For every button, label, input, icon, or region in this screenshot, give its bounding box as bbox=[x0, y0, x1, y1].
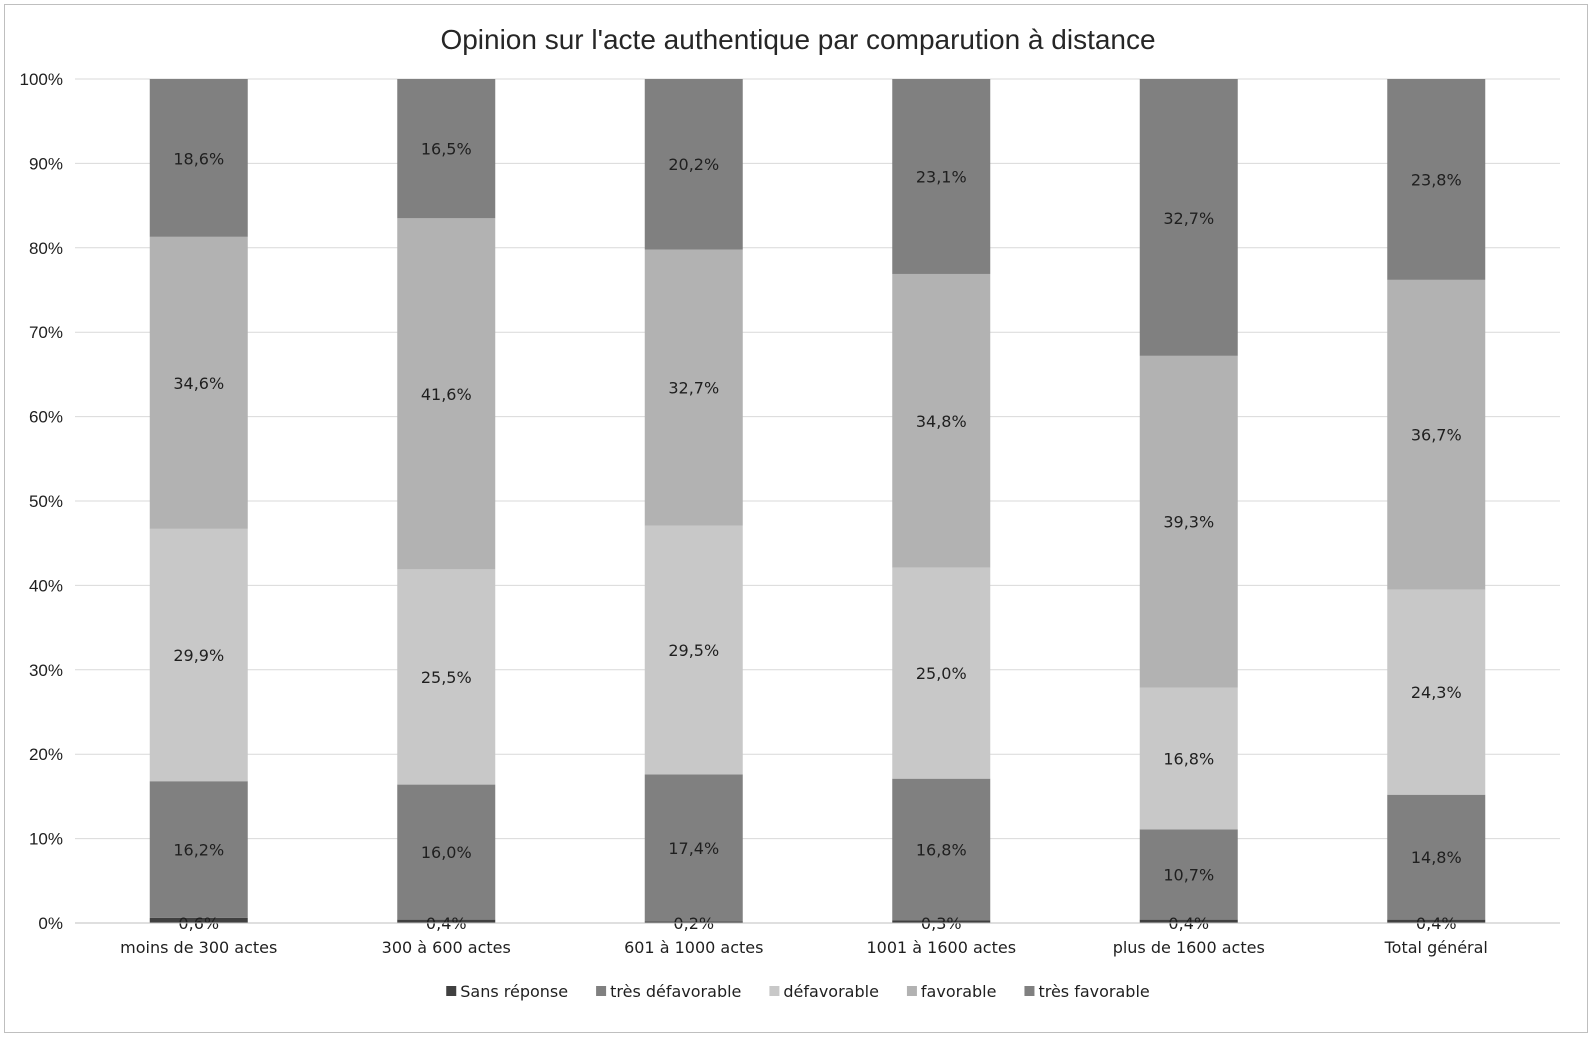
data-label: 16,8% bbox=[916, 841, 967, 860]
bar-segment bbox=[1139, 919, 1238, 923]
data-label: 32,7% bbox=[668, 378, 719, 397]
y-tick-label: 50% bbox=[29, 492, 63, 511]
bar-segment bbox=[397, 919, 496, 923]
legend-label: Sans réponse bbox=[460, 982, 568, 1001]
bar-segment bbox=[892, 567, 991, 779]
bar-segment bbox=[1139, 79, 1238, 356]
data-label: 17,4% bbox=[668, 839, 719, 858]
bar-segment bbox=[892, 273, 991, 568]
data-label: 16,8% bbox=[1163, 749, 1214, 768]
legend-swatch bbox=[596, 986, 607, 996]
data-label: 25,0% bbox=[916, 664, 967, 683]
data-label: 36,7% bbox=[1411, 426, 1462, 445]
y-tick-label: 10% bbox=[29, 830, 63, 849]
legend-swatch bbox=[1024, 986, 1035, 996]
bar-segment bbox=[644, 525, 743, 775]
data-label: 10,7% bbox=[1163, 865, 1214, 884]
bar-segment bbox=[644, 774, 743, 922]
category-label: Total général bbox=[1384, 938, 1488, 957]
data-label: 39,3% bbox=[1163, 513, 1214, 532]
data-label: 25,5% bbox=[421, 668, 472, 687]
bar-segment bbox=[1387, 279, 1486, 590]
data-label: 16,0% bbox=[421, 843, 472, 862]
legend-label: défavorable bbox=[783, 982, 879, 1001]
y-tick-label: 60% bbox=[29, 408, 63, 427]
bar-segment bbox=[149, 528, 248, 782]
legend-swatch bbox=[906, 986, 917, 996]
bar-segment bbox=[644, 249, 743, 526]
y-axis-tick-labels: 0% 10% 20% 30% 40% 50% 60% 70% 80% 90% 100% bbox=[20, 70, 63, 933]
bar-segment bbox=[1387, 794, 1486, 920]
y-tick-label: 90% bbox=[29, 154, 63, 173]
y-tick-label: 70% bbox=[29, 323, 63, 342]
legend: Sans réponse très défavorable défavorable f… bbox=[446, 982, 1150, 1001]
bar-segment bbox=[397, 79, 496, 219]
data-label: 16,2% bbox=[173, 841, 224, 860]
bar-segment bbox=[644, 921, 743, 923]
bar-segment bbox=[1139, 829, 1238, 920]
bar-segment bbox=[892, 79, 991, 274]
data-label: 41,6% bbox=[421, 385, 472, 404]
bar-segment bbox=[397, 569, 496, 785]
y-tick-label: 20% bbox=[29, 745, 63, 764]
legend-swatch bbox=[769, 986, 780, 996]
data-label: 34,8% bbox=[916, 412, 967, 431]
bar-segment bbox=[149, 781, 248, 918]
data-label: 29,5% bbox=[668, 641, 719, 660]
data-label: 16,5% bbox=[421, 140, 472, 159]
y-tick-label: 100% bbox=[20, 70, 63, 89]
bar-segment bbox=[149, 917, 248, 923]
data-label: 34,6% bbox=[173, 374, 224, 393]
data-labels: 0,6%16,2%29,9%34,6%18,6%0,4%16,0%25,5%41… bbox=[173, 140, 1461, 933]
chart-title: Opinion sur l'acte authentique par compa… bbox=[440, 24, 1155, 55]
legend-label: favorable bbox=[921, 982, 997, 1001]
bar-segment bbox=[1387, 79, 1486, 280]
category-label: plus de 1600 actes bbox=[1113, 938, 1265, 957]
bar-segment bbox=[1139, 687, 1238, 830]
bars bbox=[149, 79, 1486, 923]
x-axis-category-labels: moins de 300 actes 300 à 600 actes 601 à 1… bbox=[120, 938, 1488, 957]
legend-swatch bbox=[446, 986, 457, 996]
data-label: 24,3% bbox=[1411, 683, 1462, 702]
category-label: moins de 300 actes bbox=[120, 938, 277, 957]
grid-lines bbox=[75, 78, 1560, 840]
data-label: 23,1% bbox=[916, 167, 967, 186]
y-tick-label: 80% bbox=[29, 239, 63, 258]
bar-segment bbox=[1139, 355, 1238, 688]
data-label: 20,2% bbox=[668, 155, 719, 174]
bar-segment bbox=[892, 920, 991, 923]
y-tick-label: 0% bbox=[38, 914, 63, 933]
data-label: 29,9% bbox=[173, 646, 224, 665]
bar-segment bbox=[149, 79, 248, 237]
bar-segment bbox=[149, 236, 248, 529]
y-tick-label: 30% bbox=[29, 661, 63, 680]
category-label: 601 à 1000 actes bbox=[624, 938, 763, 957]
bar-segment bbox=[1387, 919, 1486, 923]
bar-segment bbox=[397, 784, 496, 920]
category-label: 1001 à 1600 actes bbox=[866, 938, 1016, 957]
bar-segment bbox=[1387, 589, 1486, 795]
legend-label: très favorable bbox=[1038, 982, 1149, 1001]
data-label: 14,8% bbox=[1411, 848, 1462, 867]
bar-segment bbox=[892, 778, 991, 921]
data-label: 18,6% bbox=[173, 149, 224, 168]
data-label: 32,7% bbox=[1163, 209, 1214, 228]
chart-frame: Opinion sur l'acte authentique par compa… bbox=[4, 4, 1588, 1033]
bar-segment bbox=[644, 79, 743, 250]
y-tick-label: 40% bbox=[29, 576, 63, 595]
category-label: 300 à 600 actes bbox=[382, 938, 511, 957]
stacked-bar-chart: Opinion sur l'acte authentique par compa… bbox=[20, 24, 1560, 1001]
legend-label: très défavorable bbox=[610, 982, 741, 1001]
bar-segment bbox=[397, 218, 496, 570]
data-label: 23,8% bbox=[1411, 170, 1462, 189]
